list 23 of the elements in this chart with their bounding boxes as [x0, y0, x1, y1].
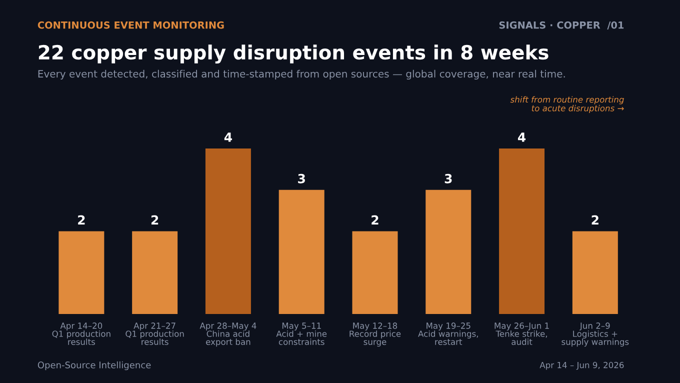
x-tick-label: May 12–18 Record price surge	[350, 322, 401, 347]
data-label: 4	[224, 132, 232, 142]
chart-subtitle: Every event detected, classified and time-stamped from open sources — global coverage, near real time.	[38, 70, 565, 80]
data-label: 2	[372, 215, 378, 225]
data-label: 2	[78, 215, 85, 225]
data-label: 3	[298, 174, 305, 184]
text: Apr 14 – Jun 9, 2026	[540, 362, 624, 370]
x-tick-label: Apr 28–May 4 China acid export ban	[200, 322, 256, 347]
x-tick-label: May 19–25 Acid warnings, restart	[418, 322, 478, 345]
data-label: 2	[151, 215, 158, 225]
x-tick-label: May 5–11 Acid + mine constraints	[276, 322, 327, 345]
x-tick-label: May 26–Jun 1 Tenke strike, audit	[494, 322, 549, 345]
x-tick-label: Jun 2–9 Logistics + supply warnings	[562, 322, 629, 347]
x-tick-label: Apr 14–20 Q1 production results	[52, 322, 110, 345]
x-tick-label: Apr 21–27 Q1 production results	[126, 322, 184, 345]
text: shift from routine reporting to acute disruptions →	[510, 96, 624, 113]
text: CONTINUOUS EVENT MONITORING	[38, 21, 224, 29]
chart-title: 22 copper supply disruption events in 8 weeks	[38, 44, 548, 64]
text: SIGNALS · COPPER /01	[499, 21, 624, 30]
data-label: 2	[592, 215, 598, 225]
text: Open-Source Intelligence	[38, 361, 151, 370]
data-label: 4	[518, 132, 526, 142]
data-label: 3	[444, 174, 452, 184]
